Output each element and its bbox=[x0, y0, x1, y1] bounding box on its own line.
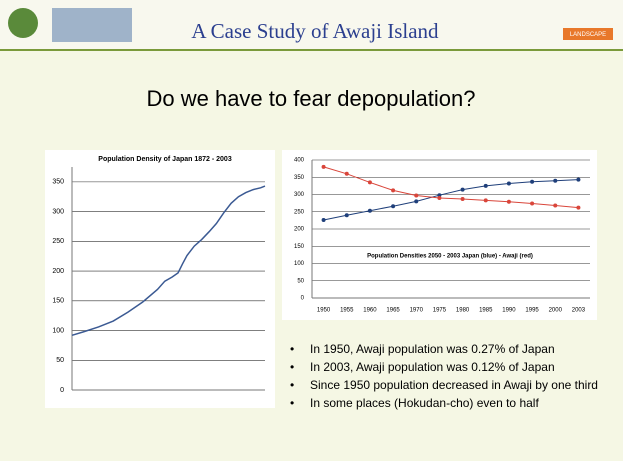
marker bbox=[461, 188, 465, 192]
y-tick-label: 200 bbox=[52, 268, 64, 275]
logo bbox=[8, 8, 38, 38]
marker bbox=[414, 199, 418, 203]
y-tick-label: 150 bbox=[294, 244, 305, 250]
marker bbox=[530, 180, 534, 184]
marker bbox=[576, 178, 580, 182]
bullet: In 1950, Awaji population was 0.27% of J… bbox=[288, 343, 608, 355]
y-tick-label: 150 bbox=[52, 298, 64, 305]
y-tick-label: 300 bbox=[294, 192, 305, 198]
bullet: In 2003, Awaji population was 0.12% of J… bbox=[288, 361, 608, 373]
marker bbox=[553, 204, 557, 208]
y-tick-label: 400 bbox=[294, 158, 305, 164]
badge-text: LANDSCAPE bbox=[570, 32, 606, 38]
marker bbox=[414, 194, 418, 198]
x-tick-label: 1970 bbox=[410, 308, 424, 314]
x-tick-label: 2000 bbox=[549, 308, 563, 314]
marker bbox=[507, 181, 511, 185]
slide: A Case Study of Awaji Island LANDSCAPE D… bbox=[0, 0, 623, 461]
y-tick-label: 50 bbox=[297, 278, 304, 284]
marker bbox=[484, 198, 488, 202]
x-tick-label: 1975 bbox=[433, 308, 447, 314]
x-tick-label: 1950 bbox=[317, 308, 331, 314]
bullet: In some places (Hokudan-cho) even to hal… bbox=[288, 397, 608, 409]
bullet-list: In 1950, Awaji population was 0.27% of J… bbox=[288, 343, 608, 415]
marker bbox=[391, 204, 395, 208]
y-tick-label: 50 bbox=[56, 357, 64, 364]
marker bbox=[507, 200, 511, 204]
x-tick-label: 1995 bbox=[525, 308, 539, 314]
x-tick-label: 1990 bbox=[502, 308, 516, 314]
chart-frame bbox=[45, 150, 275, 408]
marker bbox=[461, 197, 465, 201]
marker bbox=[368, 180, 372, 184]
chart-title: Population Densities 2050 - 2003 Japan (… bbox=[367, 254, 533, 260]
marker bbox=[322, 165, 326, 169]
y-tick-label: 250 bbox=[294, 209, 305, 215]
y-tick-label: 300 bbox=[52, 208, 64, 215]
marker bbox=[530, 201, 534, 205]
x-tick-label: 1980 bbox=[456, 308, 470, 314]
y-tick-label: 100 bbox=[52, 327, 64, 334]
marker bbox=[576, 206, 580, 210]
y-tick-label: 350 bbox=[52, 179, 64, 186]
x-tick-label: 1985 bbox=[479, 308, 493, 314]
chart-frame bbox=[282, 150, 597, 320]
marker bbox=[345, 172, 349, 176]
x-tick-label: 1965 bbox=[386, 308, 400, 314]
marker bbox=[437, 196, 441, 200]
header-title: A Case Study of Awaji Island bbox=[191, 19, 439, 43]
y-tick-label: 200 bbox=[294, 227, 305, 233]
y-tick-label: 100 bbox=[294, 261, 305, 267]
x-tick-label: 1955 bbox=[340, 308, 354, 314]
logo-banner bbox=[52, 8, 132, 42]
marker bbox=[345, 213, 349, 217]
marker bbox=[484, 184, 488, 188]
marker bbox=[391, 188, 395, 192]
marker bbox=[322, 218, 326, 222]
y-tick-label: 250 bbox=[52, 238, 64, 245]
x-tick-label: 1960 bbox=[363, 308, 377, 314]
marker bbox=[553, 179, 557, 183]
chart-title: Population Density of Japan 1872 - 2003 bbox=[98, 156, 232, 163]
bullet: Since 1950 population decreased in Awaji… bbox=[288, 379, 608, 391]
y-tick-label: 350 bbox=[294, 175, 305, 181]
y-tick-label: 0 bbox=[60, 387, 64, 394]
marker bbox=[368, 209, 372, 213]
heading: Do we have to fear depopulation? bbox=[146, 86, 475, 111]
x-tick-label: 2003 bbox=[572, 308, 586, 314]
